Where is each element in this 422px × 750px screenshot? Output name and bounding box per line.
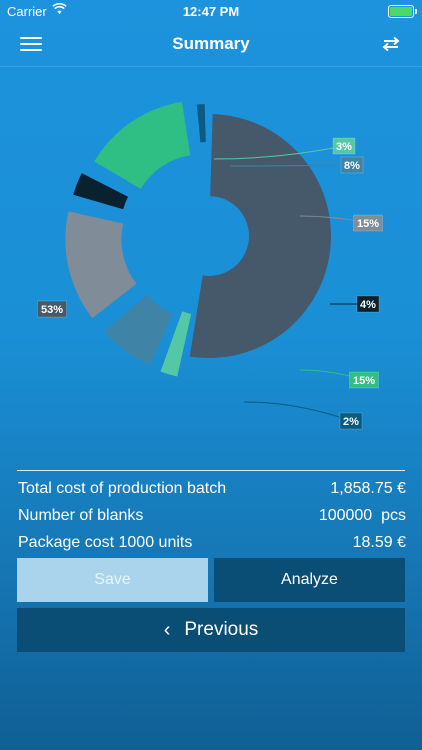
cost-breakdown-chart: 53% 3% 8% 15% 4% 15% 2%	[37, 101, 383, 430]
menu-button[interactable]	[20, 36, 42, 52]
chart-leader-line	[213, 145, 345, 160]
summary-label: Total cost of production batch	[18, 480, 227, 497]
status-bar: Carrier 12:47 PM	[0, 0, 422, 22]
chart-slice	[189, 114, 332, 358]
summary-row-package-cost: Package cost 1000 units 18.59 €	[18, 532, 406, 558]
svg-text:8%: 8%	[344, 160, 360, 172]
chart-slice	[94, 101, 191, 189]
chevron-left-icon: ‹	[163, 618, 171, 641]
chart-data-label: 4%	[356, 295, 380, 313]
analyze-button[interactable]: Analyze	[214, 558, 405, 602]
chart-slice	[196, 104, 206, 143]
summary-value: 18.59 €	[352, 534, 406, 551]
chart-leader-line	[229, 164, 353, 167]
svg-text:15%: 15%	[353, 375, 375, 387]
chart-slice	[104, 294, 173, 365]
summary-label: Package cost 1000 units	[18, 534, 193, 551]
clock-time: 12:47 PM	[182, 4, 240, 19]
svg-text:15%: 15%	[357, 218, 379, 230]
previous-button[interactable]: ‹ Previous	[17, 608, 405, 652]
svg-text:4%: 4%	[360, 299, 376, 311]
wifi-icon	[52, 3, 67, 14]
chart-data-label: 8%	[340, 156, 364, 174]
divider	[17, 470, 405, 471]
summary-row-blanks: Number of blanks 100000 pcs	[18, 505, 406, 531]
chart-slice	[160, 311, 192, 377]
svg-text:3%: 3%	[336, 141, 352, 153]
battery-icon	[388, 5, 417, 18]
swap-arrows-icon	[382, 36, 400, 52]
hamburger-menu-icon	[20, 37, 42, 39]
page-title: Summary	[172, 34, 250, 53]
summary-label: Number of blanks	[18, 507, 144, 524]
svg-text:53%: 53%	[41, 304, 63, 316]
summary-value: 100000 pcs	[318, 507, 406, 524]
svg-text:2%: 2%	[343, 416, 359, 428]
carrier-label: Carrier	[7, 4, 47, 19]
navigation-bar: Summary	[0, 22, 422, 67]
chart-leader-line	[243, 401, 352, 422]
swap-button[interactable]	[380, 34, 402, 54]
chart-data-label: 15%	[353, 214, 383, 232]
previous-label: Previous	[184, 619, 259, 640]
chart-data-label: 15%	[349, 371, 379, 389]
chart-data-label: 53%	[37, 300, 67, 318]
save-button[interactable]: Save	[17, 558, 208, 602]
chart-slice	[65, 211, 137, 319]
chart-slice	[73, 173, 129, 210]
summary-row-total-cost: Total cost of production batch 1,858.75 …	[18, 478, 406, 504]
summary-value: 1,858.75 €	[330, 480, 406, 497]
chart-data-label: 2%	[339, 412, 363, 430]
chart-data-label: 3%	[332, 137, 356, 155]
